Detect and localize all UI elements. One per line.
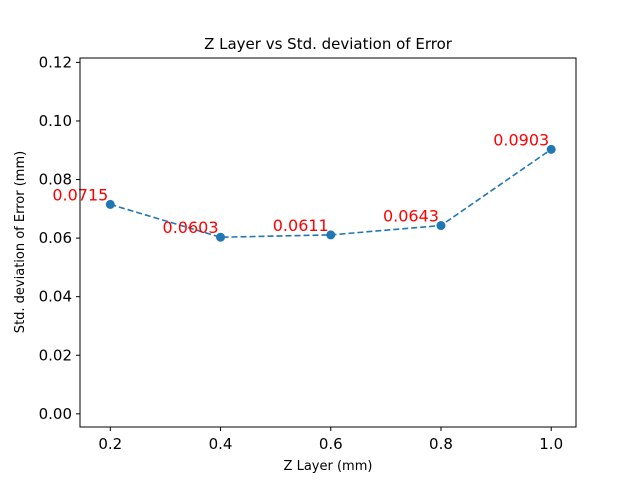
y-tick-label: 0.06: [39, 229, 72, 247]
data-value-label: 0.0643: [383, 207, 439, 226]
chart-title: Z Layer vs Std. deviation of Error: [204, 35, 453, 53]
y-tick-label: 0.00: [39, 405, 72, 423]
data-point: [105, 199, 115, 209]
y-tick-label: 0.10: [39, 112, 72, 130]
data-point: [326, 230, 336, 240]
x-tick-label: 1.0: [539, 435, 563, 453]
y-axis-ticks: 0.00 0.02 0.04 0.06 0.08 0.10 0.12: [39, 53, 80, 423]
y-tick-label: 0.12: [39, 53, 72, 71]
x-tick-label: 0.4: [209, 435, 233, 453]
data-point: [216, 232, 226, 242]
data-point: [546, 144, 556, 154]
data-value-label: 0.0903: [493, 130, 549, 149]
x-tick-label: 0.8: [429, 435, 453, 453]
x-tick-label: 0.6: [319, 435, 343, 453]
plot-area-frame: [79, 57, 577, 428]
y-axis-label: Std. deviation of Error (mm): [13, 151, 28, 333]
x-axis-label: Z Layer (mm): [284, 459, 373, 474]
x-axis-ticks: 0.2 0.4 0.6 0.8 1.0: [98, 427, 563, 453]
data-value-label: 0.0611: [273, 216, 329, 235]
series-layer: [105, 144, 556, 242]
data-value-label: 0.0603: [163, 218, 219, 237]
y-tick-label: 0.02: [39, 346, 72, 364]
y-tick-label: 0.04: [39, 288, 72, 306]
y-tick-label: 0.08: [39, 171, 72, 189]
x-tick-label: 0.2: [98, 435, 122, 453]
data-point: [436, 221, 446, 231]
